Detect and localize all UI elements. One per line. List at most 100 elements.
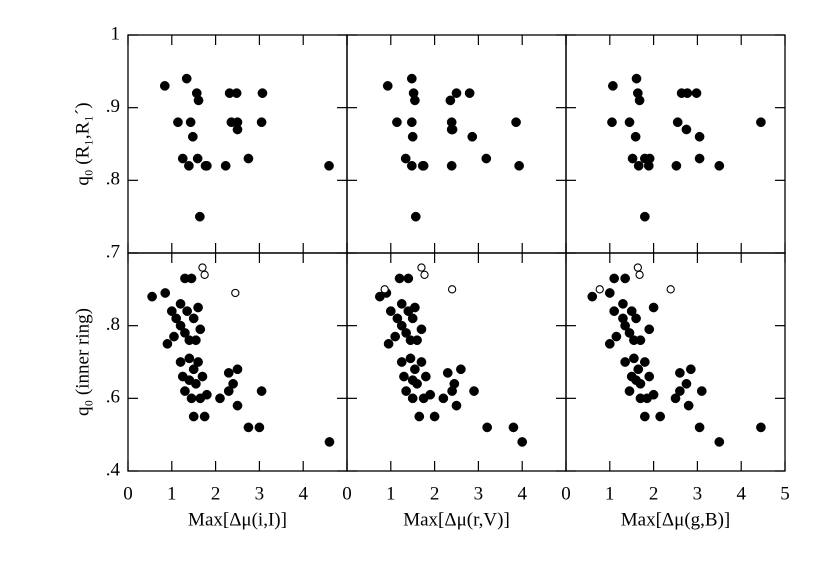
x-tick-label: 0 (123, 483, 133, 504)
point (188, 313, 199, 324)
point (608, 81, 618, 91)
point (685, 364, 696, 375)
open-point (231, 288, 240, 298)
point (199, 411, 210, 422)
x-tick-label: 3 (474, 483, 484, 504)
point (429, 411, 440, 422)
point (192, 153, 203, 164)
point (618, 299, 628, 309)
point (456, 364, 466, 375)
point (394, 273, 405, 284)
point (627, 153, 638, 164)
point (644, 324, 655, 335)
point (180, 386, 190, 396)
point (756, 422, 766, 433)
x-tick-label: 1 (167, 483, 177, 504)
y-tick-label: .7 (106, 241, 120, 262)
point (194, 211, 205, 222)
point (694, 153, 705, 164)
panel-frame (346, 34, 567, 254)
point (511, 117, 521, 128)
point (401, 328, 411, 338)
point (683, 400, 694, 411)
point (675, 386, 685, 396)
point (442, 368, 453, 378)
panel-frame (565, 34, 786, 254)
y-tick-label: .8 (106, 169, 120, 190)
point (406, 73, 417, 84)
point (467, 131, 478, 142)
point (171, 313, 182, 324)
point (447, 386, 457, 396)
panel-frame (127, 34, 348, 254)
point (390, 331, 401, 342)
open-point (417, 263, 426, 272)
point (633, 160, 644, 171)
point (405, 353, 416, 364)
point (446, 160, 457, 171)
point (629, 335, 639, 346)
panel-frame (346, 252, 567, 472)
point (195, 393, 206, 404)
point (382, 81, 393, 91)
point (675, 368, 685, 378)
point (634, 95, 645, 106)
point (184, 353, 195, 364)
x-tick-label: 3 (693, 483, 703, 504)
x-tick-label: 4 (736, 483, 746, 504)
point (407, 393, 418, 404)
point (193, 95, 204, 106)
point (173, 117, 183, 128)
open-point (200, 270, 209, 279)
point (185, 117, 196, 128)
point (232, 364, 243, 375)
panel-frame (127, 252, 348, 472)
y-tick-label: .8 (106, 314, 120, 335)
point (188, 364, 199, 375)
point (633, 364, 644, 375)
point (508, 422, 519, 433)
point (696, 386, 707, 396)
x-axis-label: Max[Δμ(i,I)] (188, 509, 287, 530)
y-axis-label: q₀ (inner ring) (72, 308, 93, 416)
x-tick-label: 4 (298, 483, 308, 504)
point (655, 411, 666, 422)
x-tick-label: 4 (517, 483, 527, 504)
point (396, 299, 407, 309)
point (182, 306, 192, 316)
open-point (447, 285, 457, 294)
point (447, 124, 458, 135)
point (672, 117, 683, 128)
point (416, 357, 427, 367)
point (410, 302, 420, 313)
point (438, 393, 449, 404)
point (631, 73, 642, 84)
point (243, 422, 254, 433)
x-tick-label: 1 (386, 483, 396, 504)
point (418, 393, 429, 404)
point (403, 273, 414, 284)
point (407, 131, 418, 142)
y-tick-label: 1 (111, 23, 121, 44)
point (648, 302, 659, 313)
point (181, 73, 192, 84)
point (412, 378, 422, 389)
point (324, 160, 334, 171)
point (175, 299, 186, 309)
point (517, 437, 528, 447)
point (180, 328, 190, 338)
point (604, 288, 615, 298)
point (184, 160, 194, 171)
panel-frame (565, 252, 786, 472)
point (635, 378, 646, 389)
point (624, 386, 635, 396)
point (186, 393, 197, 404)
point (406, 160, 417, 171)
point (451, 400, 462, 411)
y-tick-label: .4 (106, 459, 121, 480)
point (197, 371, 208, 382)
point (609, 306, 620, 316)
point (639, 411, 650, 422)
x-tick-label: 1 (605, 483, 615, 504)
